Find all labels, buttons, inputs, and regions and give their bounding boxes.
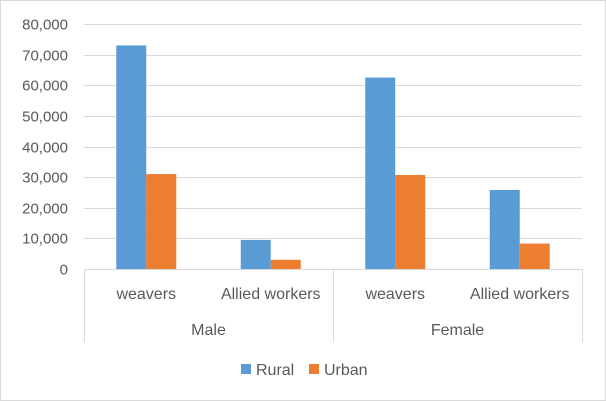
- legend: Rural Urban: [241, 362, 368, 379]
- category-label: Allied workers: [470, 286, 570, 303]
- bars: [116, 45, 550, 269]
- group-label: Female: [431, 322, 484, 339]
- legend-swatch-urban: [309, 364, 319, 374]
- legend-label-urban: Urban: [324, 362, 368, 379]
- y-tick-label: 30,000: [22, 170, 68, 187]
- bar-urban-1: [270, 259, 301, 269]
- axes: [84, 269, 583, 342]
- y-tick-label: 20,000: [22, 201, 68, 218]
- bar-rural-2: [365, 77, 396, 269]
- tick-labels: 0 10,000 20,000 30,000 40,000 50,000 60,000 70,…: [22, 17, 569, 340]
- bar-urban-0: [146, 174, 177, 269]
- category-label: weavers: [364, 286, 425, 303]
- category-label: Allied workers: [221, 286, 321, 303]
- bar-rural-3: [489, 189, 520, 269]
- y-tick-label: 80,000: [22, 17, 68, 34]
- legend-label-rural: Rural: [256, 362, 294, 379]
- y-tick-label: 50,000: [22, 109, 68, 126]
- bar-rural-0: [116, 45, 147, 269]
- y-tick-label: 60,000: [22, 78, 68, 95]
- y-tick-label: 40,000: [22, 140, 68, 157]
- group-label: Male: [191, 322, 226, 339]
- category-label: weavers: [115, 286, 176, 303]
- y-tick-label: 0: [60, 262, 68, 279]
- bar-urban-2: [395, 174, 426, 269]
- y-tick-label: 70,000: [22, 48, 68, 65]
- bar-rural-1: [240, 239, 271, 269]
- y-tick-label: 10,000: [22, 231, 68, 248]
- legend-swatch-rural: [241, 364, 251, 374]
- bar-urban-3: [519, 243, 550, 269]
